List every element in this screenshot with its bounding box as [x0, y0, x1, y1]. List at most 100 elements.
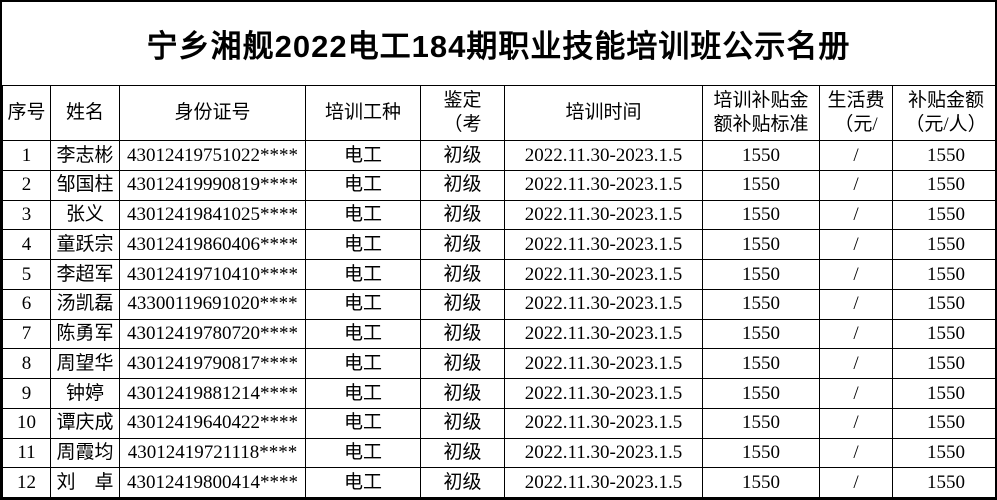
table-cell-id_number: 43012419800414**** — [119, 467, 306, 498]
table-cell-training_time: 2022.11.30-2023.1.5 — [504, 318, 703, 350]
table-cell-index: 6 — [2, 288, 51, 320]
table-row: 4 童跃宗 43012419860406**** 电工 初级 2022.11.30-202… — [2, 229, 995, 260]
table-cell-name: 谭庆成 — [50, 407, 120, 439]
table-cell-subsidy_standard: 1550 — [702, 348, 820, 379]
table-cell-id_number: 43012419790817**** — [119, 348, 306, 379]
column-header-subsidy-standard: 培训补贴金 额补贴标准 — [702, 85, 820, 141]
table-cell-living_expense: / — [819, 199, 893, 231]
table-row: 5 李超军 43012419710410**** 电工 初级 2022.11.30-202… — [2, 259, 995, 290]
table-cell-name: 汤凯磊 — [50, 288, 120, 320]
table-cell-index: 9 — [2, 378, 51, 409]
table-cell-name: 刘 卓 — [50, 467, 120, 498]
table-cell-name: 周望华 — [50, 348, 120, 379]
table-cell-subsidy_amount: 1550 — [892, 348, 995, 379]
table-cell-living_expense: / — [819, 288, 893, 320]
table-row: 7 陈勇军 43012419780720**** 电工 初级 2022.11.30-202… — [2, 318, 995, 350]
table-cell-assessment: 初级 — [420, 140, 505, 171]
table-cell-training_trade: 电工 — [305, 378, 421, 409]
table-cell-living_expense: / — [819, 378, 893, 409]
table-cell-subsidy_amount: 1550 — [892, 437, 995, 469]
table-cell-subsidy_amount: 1550 — [892, 199, 995, 231]
table-cell-id_number: 43012419751022**** — [119, 140, 306, 171]
table-cell-assessment: 初级 — [420, 199, 505, 231]
table-cell-training_time: 2022.11.30-2023.1.5 — [504, 378, 703, 409]
table-cell-subsidy_amount: 1550 — [892, 140, 995, 171]
column-header-subsidy-amount: 补贴金额 （元/人） — [892, 85, 995, 141]
table-row: 12 刘 卓 43012419800414**** 电工 初级 2022.11.30-20… — [2, 467, 995, 498]
table-cell-name: 邹国柱 — [50, 169, 120, 201]
table-cell-training_trade: 电工 — [305, 318, 421, 350]
table-cell-subsidy_standard: 1550 — [702, 140, 820, 171]
table-cell-training_trade: 电工 — [305, 259, 421, 290]
table-header: 序号 姓名 身份证号 培训工种 鉴定 （考 培训时间 培训补贴金 额补贴标准 生… — [2, 85, 995, 141]
table-cell-subsidy_standard: 1550 — [702, 169, 820, 201]
table-cell-id_number: 43012419841025**** — [119, 199, 306, 231]
table-cell-living_expense: / — [819, 229, 893, 260]
table-cell-training_trade: 电工 — [305, 348, 421, 379]
table-cell-name: 张义 — [50, 199, 120, 231]
table-cell-index: 2 — [2, 169, 51, 201]
table-cell-subsidy_standard: 1550 — [702, 288, 820, 320]
column-header-living-expense: 生活费 （元/ — [819, 85, 893, 141]
table-cell-training_time: 2022.11.30-2023.1.5 — [504, 348, 703, 379]
table-cell-index: 5 — [2, 259, 51, 290]
table-cell-id_number: 43012419780720**** — [119, 318, 306, 350]
table-cell-id_number: 43012419990819**** — [119, 169, 306, 201]
table-cell-index: 8 — [2, 348, 51, 379]
table-cell-training_time: 2022.11.30-2023.1.5 — [504, 467, 703, 498]
column-header-training-trade: 培训工种 — [305, 85, 421, 141]
table-cell-id_number: 43012419860406**** — [119, 229, 306, 260]
table-cell-subsidy_amount: 1550 — [892, 467, 995, 498]
table-cell-subsidy_amount: 1550 — [892, 407, 995, 439]
header-row: 序号 姓名 身份证号 培训工种 鉴定 （考 培训时间 培训补贴金 额补贴标准 生… — [2, 85, 995, 141]
table-cell-living_expense: / — [819, 169, 893, 201]
column-header-name: 姓名 — [50, 85, 120, 141]
table-cell-living_expense: / — [819, 348, 893, 379]
table-cell-subsidy_standard: 1550 — [702, 378, 820, 409]
table-cell-subsidy_standard: 1550 — [702, 407, 820, 439]
table-row: 1 李志彬 43012419751022**** 电工 初级 2022.11.30-202… — [2, 140, 995, 171]
table-row: 9 钟婷 43012419881214**** 电工 初级 2022.11.30-2023… — [2, 378, 995, 409]
table-row: 10 谭庆成 43012419640422**** 电工 初级 2022.11.30-20… — [2, 407, 995, 439]
table-cell-living_expense: / — [819, 140, 893, 171]
table-body: 1 李志彬 43012419751022**** 电工 初级 2022.11.30-202… — [2, 140, 995, 498]
table-cell-index: 10 — [2, 407, 51, 439]
table-cell-subsidy_amount: 1550 — [892, 169, 995, 201]
table-cell-name: 童跃宗 — [50, 229, 120, 260]
table-cell-subsidy_standard: 1550 — [702, 259, 820, 290]
table-cell-assessment: 初级 — [420, 169, 505, 201]
table-cell-living_expense: / — [819, 318, 893, 350]
table-cell-subsidy_amount: 1550 — [892, 378, 995, 409]
table-cell-id_number: 43300119691020**** — [119, 288, 306, 320]
table-cell-training_time: 2022.11.30-2023.1.5 — [504, 140, 703, 171]
table-cell-index: 4 — [2, 229, 51, 260]
table-cell-training_time: 2022.11.30-2023.1.5 — [504, 199, 703, 231]
table-cell-training_trade: 电工 — [305, 229, 421, 260]
table-cell-training_time: 2022.11.30-2023.1.5 — [504, 288, 703, 320]
table-cell-subsidy_amount: 1550 — [892, 229, 995, 260]
table-cell-living_expense: / — [819, 437, 893, 469]
table-cell-living_expense: / — [819, 259, 893, 290]
table-cell-living_expense: / — [819, 407, 893, 439]
table-cell-training_trade: 电工 — [305, 467, 421, 498]
column-header-assessment: 鉴定 （考 — [420, 85, 505, 141]
column-header-index: 序号 — [2, 85, 51, 141]
table-row: 2 邹国柱 43012419990819**** 电工 初级 2022.11.30-202… — [2, 169, 995, 201]
roster-table: 序号 姓名 身份证号 培训工种 鉴定 （考 培训时间 培训补贴金 额补贴标准 生… — [2, 85, 995, 498]
table-row: 3 张义 43012419841025**** 电工 初级 2022.11.30-2023… — [2, 199, 995, 231]
table-cell-index: 7 — [2, 318, 51, 350]
table-cell-assessment: 初级 — [420, 437, 505, 469]
table-cell-id_number: 43012419710410**** — [119, 259, 306, 290]
table-cell-training_trade: 电工 — [305, 199, 421, 231]
table-cell-training_trade: 电工 — [305, 140, 421, 171]
table-cell-training_trade: 电工 — [305, 288, 421, 320]
table-cell-index: 3 — [2, 199, 51, 231]
table-cell-subsidy_standard: 1550 — [702, 318, 820, 350]
table-cell-subsidy_standard: 1550 — [702, 229, 820, 260]
table-row: 11 周霞均 43012419721118**** 电工 初级 2022.11.30-20… — [2, 437, 995, 469]
table-row: 6 汤凯磊 43300119691020**** 电工 初级 2022.11.30-202… — [2, 288, 995, 320]
table-cell-assessment: 初级 — [420, 348, 505, 379]
column-header-id-number: 身份证号 — [119, 85, 306, 141]
table-cell-assessment: 初级 — [420, 467, 505, 498]
